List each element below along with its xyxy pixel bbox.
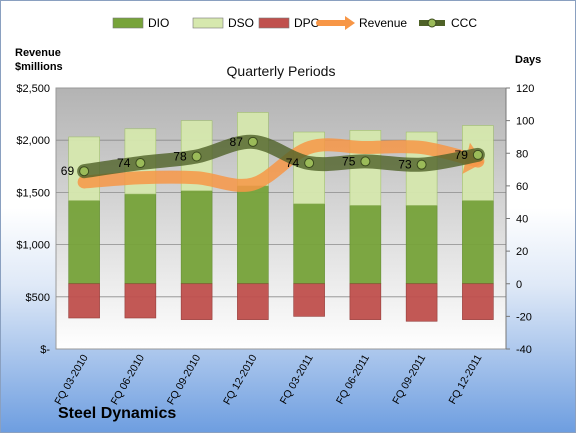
left-tick-label: $- xyxy=(40,344,50,356)
bar-dio xyxy=(180,190,213,285)
left-tick-label: $1,500 xyxy=(16,187,50,199)
right-axis-title: Days xyxy=(515,54,542,66)
category-label: FQ 12-2011 xyxy=(446,352,484,406)
bar-dpo xyxy=(405,283,438,322)
ccc-point xyxy=(360,156,371,167)
category-label: FQ 06-2011 xyxy=(334,352,372,406)
legend-label: DSO xyxy=(228,16,254,30)
plot-area xyxy=(55,87,507,350)
chart-title: Quarterly Periods xyxy=(226,63,336,79)
left-tick-label: $500 xyxy=(26,292,50,304)
revenue-line xyxy=(77,138,485,192)
left-axis-title-line-2: $millions xyxy=(15,61,63,73)
ccc-data-label: 74 xyxy=(286,156,300,170)
bar-dio xyxy=(237,185,269,285)
right-tick-label: 120 xyxy=(516,83,534,95)
company-name: Steel Dynamics xyxy=(58,405,177,422)
legend-swatch xyxy=(112,17,144,29)
ccc-data-label: 73 xyxy=(398,158,412,172)
category-label: FQ 09-2011 xyxy=(390,352,428,406)
left-axis-title-line-1: Revenue xyxy=(15,47,61,59)
ccc-data-label: 69 xyxy=(61,164,75,178)
bar-dpo xyxy=(349,283,382,320)
left-axis-title: Revenue $millions xyxy=(15,46,63,74)
right-tick-label: 60 xyxy=(516,181,528,193)
ccc-data-label: 79 xyxy=(455,148,469,162)
bar-dpo xyxy=(180,283,213,320)
ccc-data-label: 87 xyxy=(230,135,244,149)
ccc-data-label: 78 xyxy=(173,150,187,164)
ccc-point xyxy=(304,158,315,169)
legend-label: DPO xyxy=(294,16,320,30)
ccc-point xyxy=(191,151,202,162)
category-label: FQ 06-2010 xyxy=(109,352,147,407)
bar-dio xyxy=(124,193,157,285)
right-tick-label: -20 xyxy=(516,311,532,323)
bar-dpo xyxy=(462,283,494,320)
bar-dio xyxy=(68,200,100,285)
left-tick-label: $1,000 xyxy=(16,240,50,252)
bar-dpo xyxy=(68,283,100,319)
right-tick-label: 40 xyxy=(516,214,528,226)
ccc-point xyxy=(247,136,258,147)
legend-label: Revenue xyxy=(359,16,407,30)
left-tick-label: $2,000 xyxy=(16,135,50,147)
ccc-point xyxy=(135,158,146,169)
category-label: FQ 09-2010 xyxy=(165,352,203,407)
right-tick-label: 20 xyxy=(516,246,528,258)
bar-dio xyxy=(293,203,325,285)
right-tick-label: 100 xyxy=(516,116,534,128)
right-tick-label: 80 xyxy=(516,148,528,160)
ccc-data-label: 74 xyxy=(117,156,131,170)
bar-dpo xyxy=(124,283,157,319)
legend-marker xyxy=(427,18,437,28)
category-label: FQ 12-2010 xyxy=(221,352,259,407)
ccc-data-label: 75 xyxy=(342,154,356,168)
bar-dio xyxy=(462,200,494,285)
category-label: FQ 03-2010 xyxy=(52,352,90,407)
legend-label: DIO xyxy=(148,16,169,30)
category-label: FQ 03-2011 xyxy=(278,352,316,406)
ccc-point xyxy=(472,149,483,160)
legend-label: CCC xyxy=(451,16,477,30)
bar-dpo xyxy=(237,283,269,320)
ccc-point xyxy=(416,159,427,170)
right-tick-label: 0 xyxy=(516,279,522,291)
right-tick-label: -40 xyxy=(516,344,532,356)
legend-swatch xyxy=(192,17,224,29)
bar-dio xyxy=(405,205,438,285)
legend-arrow xyxy=(345,16,355,30)
left-tick-label: $2,500 xyxy=(16,83,50,95)
bar-dpo xyxy=(293,283,325,317)
bar-dio xyxy=(349,205,382,285)
ccc-point xyxy=(79,166,90,177)
legend-swatch xyxy=(258,17,290,29)
